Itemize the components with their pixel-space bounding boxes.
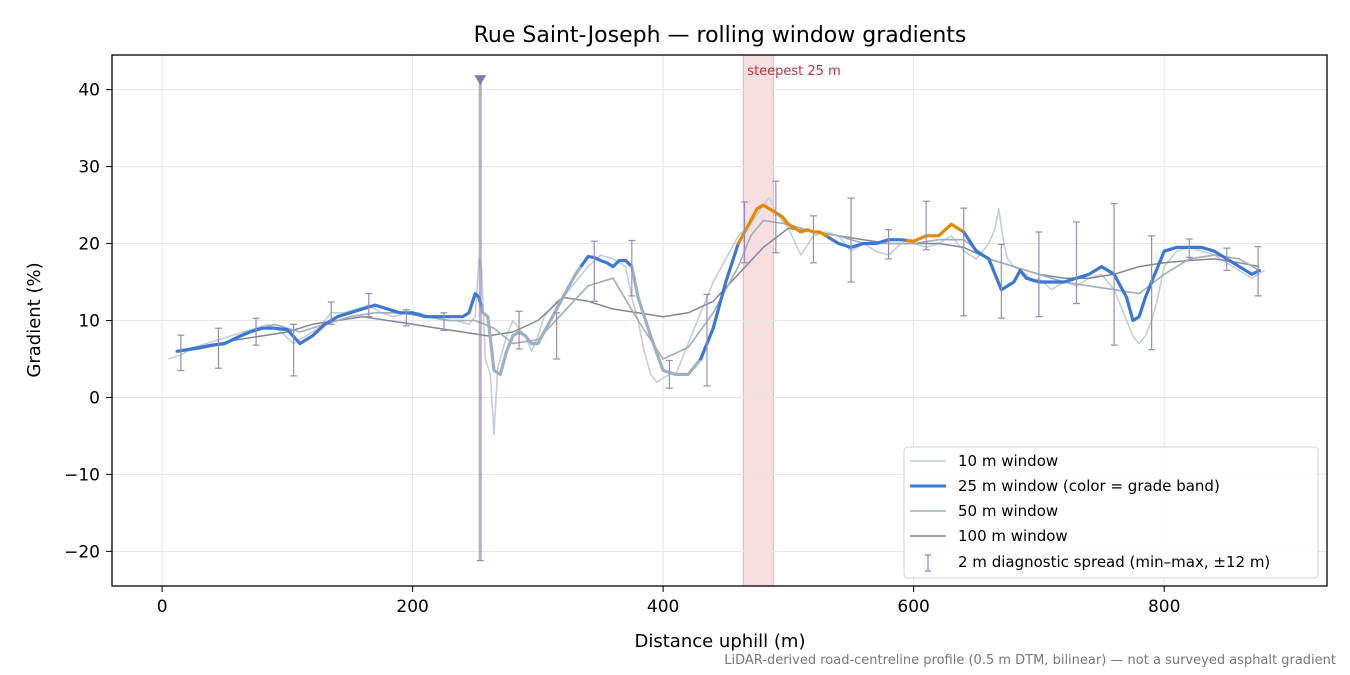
spread-bar [703,293,711,387]
x-tick-label: 600 [897,597,929,617]
spread-bar [960,207,968,317]
spread-bar [327,301,335,325]
series-25m-segment-moderate [699,241,740,361]
spread-bar [665,359,673,389]
legend: 10 m window 25 m window (color = grade b… [903,446,1319,579]
series-25m-segment-low [479,263,584,376]
x-tick-label: 0 [157,597,168,617]
spread-bar [1223,247,1231,272]
legend-swatch-spread [925,554,931,572]
series-50m-line [180,219,1260,360]
x-tick-label: 400 [647,597,679,617]
series-25m-segment-moderate [962,230,1261,323]
x-tick-label: 800 [1148,597,1180,617]
spread-bar [772,180,780,254]
spread-bar [590,240,598,302]
y-tick-label: 0 [89,388,100,408]
spread-bars [177,75,1262,562]
x-axis-label: Distance uphill (m) [635,631,806,652]
y-tick-label: 20 [78,235,100,255]
series-25m-segment-low [630,265,703,376]
spread-bar [402,309,410,327]
y-tick-label: 40 [78,81,100,101]
legend-label-100m: 100 m window [958,527,1068,545]
spread-bar [474,75,487,562]
y-axis-ticks: −20 −10 0 10 20 30 40 [64,81,112,562]
legend-box [903,446,1319,579]
legend-label-25m: 25 m window (color = grade band) [958,477,1220,495]
span-label: steepest 25 m [747,64,840,79]
spread-bar [997,243,1005,319]
spread-bar [1110,202,1118,346]
chart-title: Rue Saint-Joseph — rolling window gradie… [474,23,967,48]
series-layer [168,196,1265,436]
spread-bar [440,312,448,332]
spread-bar [553,312,561,360]
y-tick-label: −10 [64,465,100,485]
series-25m-segment-moderate [826,235,909,249]
legend-label-10m: 10 m window [958,452,1058,470]
y-axis-label: Gradient (%) [24,262,45,377]
series-25m-segment-moderate [580,255,634,269]
spread-bar [1148,235,1156,351]
spread-bar [177,334,185,372]
series-25m-segment-steep [736,203,831,246]
spread-bar [628,239,636,297]
series-100m-line [180,227,1260,353]
series-25m-segment-steep [905,222,966,243]
y-tick-label: 30 [78,158,100,178]
spread-bar [365,292,373,318]
spread-bar [809,215,817,264]
spread-bar [1035,231,1043,318]
spread-bar [252,317,260,346]
y-tick-label: 10 [78,312,100,332]
y-tick-label: −20 [64,542,100,562]
series-25m-segment-moderate [175,292,484,353]
footnote: LiDAR-derived road-centreline profile (0… [724,653,1336,668]
spread-bar [214,327,222,369]
spread-bar-overflow-marker [474,75,487,86]
spread-bar [847,197,855,283]
spread-bar [922,200,930,251]
spread-bar [741,201,749,264]
legend-label-50m: 50 m window [958,502,1058,520]
spread-bar [1254,246,1262,297]
spread-bar [1072,221,1080,305]
spread-bar [885,229,893,260]
x-axis-ticks: 0 200 400 600 800 [157,586,1180,617]
annotations: steepest 25 m [747,64,840,79]
spread-bar [1185,238,1193,258]
x-tick-label: 200 [396,597,428,617]
spread-bar [515,310,523,350]
spread-bar [290,323,298,377]
legend-label-spread: 2 m diagnostic spread (min–max, ±12 m) [958,553,1270,571]
